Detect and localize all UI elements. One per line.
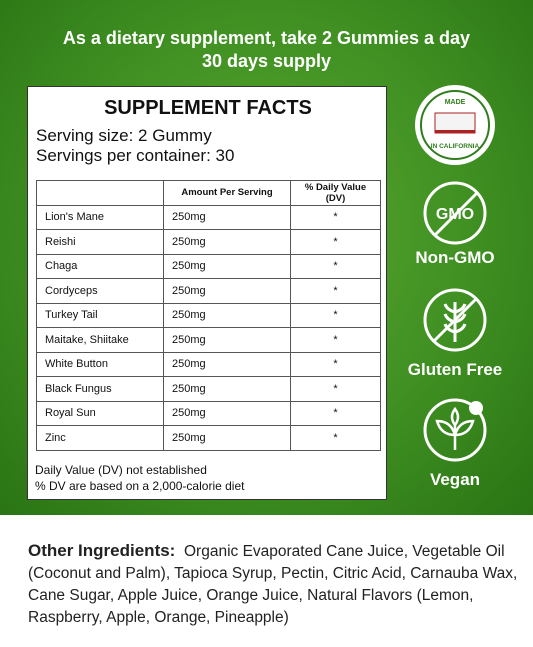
servings-per-container: Servings per container: 30	[36, 146, 235, 165]
badge-label: Vegan	[429, 470, 481, 489]
daily-value: *	[290, 204, 381, 230]
blank-header	[36, 180, 164, 206]
ingredient-name: Cordyceps	[36, 278, 164, 304]
amount: 250mg	[163, 229, 291, 255]
flag-stripe	[435, 130, 475, 133]
facts-title: SUPPLEMENT FACTS	[104, 97, 312, 119]
ingredient-name: Turkey Tail	[36, 302, 164, 328]
daily-value: *	[290, 253, 381, 279]
slash	[431, 296, 479, 344]
column-header: Amount Per Serving	[163, 180, 291, 206]
vegan-icon	[423, 398, 487, 462]
header-line: As a dietary supplement, take 2 Gummies …	[62, 28, 471, 48]
facts-row: Zinc 250mg *	[36, 425, 381, 451]
serving-size: Serving size: 2 Gummy	[36, 126, 212, 145]
facts-row: Black Fungus 250mg *	[36, 376, 381, 402]
amount: 250mg	[163, 351, 291, 377]
badge-ring	[420, 90, 490, 160]
amount: 250mg	[163, 278, 291, 304]
ingredient-name: Reishi	[36, 229, 164, 255]
ingredient-name: Lion's Mane	[36, 204, 164, 230]
check	[469, 401, 483, 415]
ingredients-text: Organic Evaporated Cane Juice, Vegetable…	[28, 543, 518, 626]
ingredient-name: Royal Sun	[36, 400, 164, 426]
facts-row: Maitake, Shiitake 250mg *	[36, 327, 381, 353]
facts-row: Lion's Mane 250mg *	[36, 204, 381, 230]
amount: 250mg	[163, 204, 291, 230]
facts-row: Turkey Tail 250mg *	[36, 302, 381, 328]
facts-body: Lion's Mane 250mg * Reishi 250mg * Chaga 250mg *…	[36, 204, 381, 451]
ingredient-name: White Button	[36, 351, 164, 377]
daily-value: *	[290, 278, 381, 304]
daily-value: *	[290, 376, 381, 402]
badge-label: Gluten Free	[407, 360, 503, 379]
amount: 250mg	[163, 400, 291, 426]
other-ingredients: Other Ingredients: Organic Evaporated Ca…	[28, 540, 518, 629]
ingredient-name: Black Fungus	[36, 376, 164, 402]
ingredients-label: Other Ingredients:	[28, 541, 176, 560]
ingredient-name: Zinc	[36, 425, 164, 451]
ingredient-name: Maitake, Shiitake	[36, 327, 164, 353]
amount: 250mg	[163, 327, 291, 353]
facts-row: Chaga 250mg *	[36, 253, 381, 279]
daily-value: *	[290, 327, 381, 353]
facts-table: Amount Per Serving % Daily Value (DV) Li…	[36, 180, 381, 451]
daily-value: *	[290, 351, 381, 377]
footnote: % DV are based on a 2,000-calorie diet	[35, 479, 245, 493]
column-header: % Daily Value (DV)	[290, 180, 381, 206]
daily-value: *	[290, 425, 381, 451]
ingredient-name: Chaga	[36, 253, 164, 279]
amount: 250mg	[163, 302, 291, 328]
daily-value: *	[290, 302, 381, 328]
daily-value: *	[290, 400, 381, 426]
daily-value: *	[290, 229, 381, 255]
amount: 250mg	[163, 253, 291, 279]
badge-text: IN CALIFORNIA	[431, 143, 480, 150]
header-line: 30 days supply	[201, 51, 332, 71]
badge-label: Non-GMO	[415, 248, 495, 267]
badges-icons: MADE IN CALIFORNIA GMO	[415, 85, 495, 462]
gluten-icon	[423, 288, 487, 352]
amount: 250mg	[163, 376, 291, 402]
slash	[433, 191, 479, 237]
facts-row: Cordyceps 250mg *	[36, 278, 381, 304]
supplement-facts-box: SUPPLEMENT FACTS Serving size: 2 Gummy S…	[27, 86, 387, 500]
badge-text: MADE	[445, 99, 466, 106]
facts-row: Reishi 250mg *	[36, 229, 381, 255]
header-row: Amount Per Serving % Daily Value (DV)	[36, 180, 381, 206]
facts-row: White Button 250mg *	[36, 351, 381, 377]
amount: 250mg	[163, 425, 291, 451]
facts-row: Royal Sun 250mg *	[36, 400, 381, 426]
leaves	[435, 406, 475, 450]
footnote: Daily Value (DV) not established	[35, 463, 207, 477]
gmo-icon	[423, 181, 487, 245]
